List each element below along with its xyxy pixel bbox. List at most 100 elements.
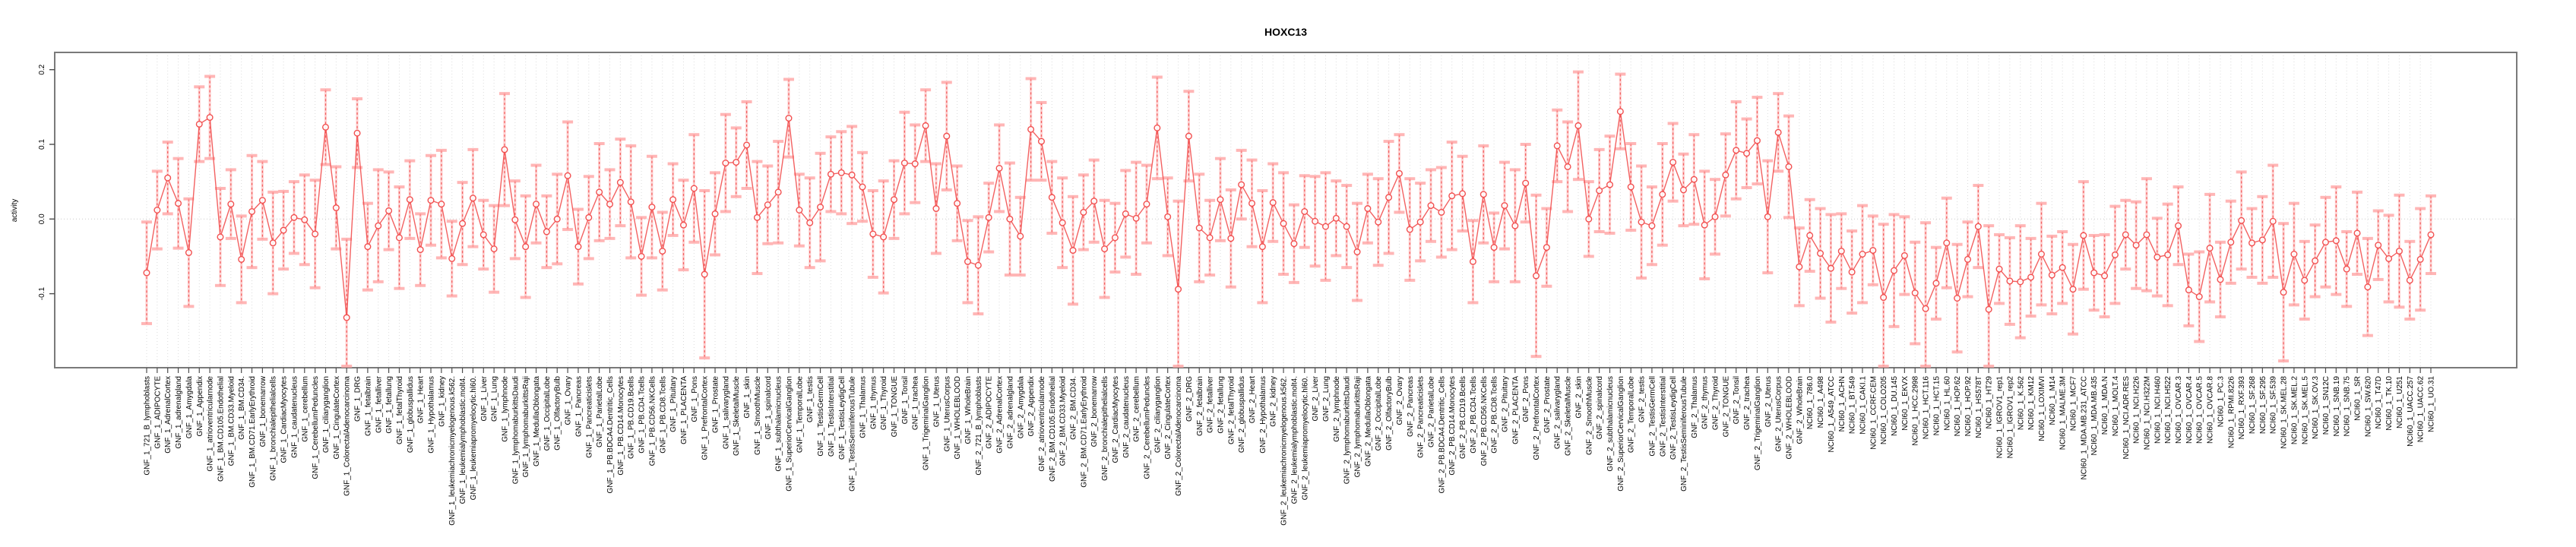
data-point [753,213,761,221]
data-point [1490,244,1498,251]
data-point [206,114,214,122]
data-point [2238,217,2245,224]
x-tick-label: GNF_2_spinalcord [1596,376,1604,439]
data-point [711,210,719,217]
x-tick-label: GNF_1_721_B_lymphoblasts [144,376,152,476]
x-tick-label: GNF_1_lymphnode [501,376,509,442]
x-tick-label: NCI60_1_HCT.116 [1923,376,1931,440]
x-tick-label: GNF_2_kidney [1270,376,1278,427]
x-tick-label: GNF_1_skin [743,376,752,419]
data-point [490,245,498,253]
x-tick-label: GNF_1_Thalamus [859,376,867,438]
data-point [932,205,940,213]
data-point [1943,239,1951,247]
data-point [648,204,656,211]
x-tick-label: GNF_2_testis [1638,376,1647,422]
data-point [164,174,172,182]
data-point [448,255,456,262]
x-tick-label: NCI60_1_UACC.62 [2417,376,2426,443]
x-tick-label: GNF_2_ColorectalAdenocarcinoma [1175,376,1183,496]
data-point [143,269,150,277]
x-tick-label: GNF_1_WholeBrain [964,376,973,444]
data-point [364,243,372,251]
x-tick-label: GNF_1_Hypothalamus [428,376,436,454]
data-point [585,213,593,221]
x-tick-label: GNF_2_DRG [1185,376,1194,422]
x-tick-label: GNF_2_BM.CD34. [1070,376,1078,440]
x-tick-label: GNF_1_PB.BDCA4.Dentritic_Cells [606,376,615,494]
data-point [2290,251,2298,258]
data-point [1743,150,1751,157]
data-point [1701,221,1708,229]
data-point [1722,171,1729,179]
x-tick-label: GNF_1_TestisInterstitial [828,376,836,457]
data-point [837,169,845,176]
x-axis: GNF_1_721_B_lymphoblasts GNF_1_ADIPOCYTE G… [144,368,2436,526]
x-tick-label: GNF_1_OlfactoryBulb [554,376,562,451]
data-point [627,198,635,206]
x-tick-label: NCI60_1_M14 [2049,376,2057,425]
x-tick-label: NCI60_1_HCC.2998 [1912,376,1920,446]
x-tick-label: GNF_2_Pons [1522,376,1530,422]
x-tick-label: GNF_2_Tonsil [1733,376,1741,424]
gridlines [146,52,2432,368]
x-tick-label: GNF_2_adrenalgland [1006,376,1014,449]
data-point [1238,181,1245,188]
x-tick-label: GNF_2_leukemiapromyelocytic.hl60. [1301,376,1309,500]
data-point [1353,248,1361,256]
data-point [690,185,698,192]
x-tick-label: NCI60_1_SF.539 [2270,376,2278,435]
x-tick-label: GNF_1_bronchialepithelialcells [270,376,278,481]
data-point [1332,214,1340,222]
data-point [1911,289,1919,297]
x-tick-label: GNF_1_caudatenucleus [290,376,299,458]
x-tick-label: NCI60_1_A498 [1817,376,1825,428]
x-tick-label: NCI60_1_SN12C [2322,376,2331,435]
data-point [1533,272,1540,280]
x-tick-label: GNF_2_leukemialymphoblastic.molt4. [1290,376,1299,504]
x-tick-label: NCI60_1_SW.620 [2364,376,2372,437]
data-point [2101,272,2109,280]
x-tick-label: GNF_1_TrigeminalGanglion [922,376,931,470]
data-point [1312,217,1319,225]
x-tick-label: GNF_1_TemporalLobe [796,376,804,454]
data-point [848,171,856,179]
x-tick-label: NCI60_1_SR [2354,376,2362,421]
data-point [1143,201,1150,208]
x-tick-label: GNF_2_TestisSeminiferousTubule [1680,376,1688,492]
data-point [1343,223,1350,230]
data-point [1227,235,1235,242]
data-point [2069,286,2077,293]
data-point [459,220,467,227]
data-point [817,204,824,211]
x-tick-label: NCI60_1_HL.60 [1943,376,1951,431]
data-point [153,207,161,214]
data-point [1796,263,1803,270]
data-point [1037,138,1045,145]
x-tick-label: GNF_1_ColorectalAdenocarcinoma [343,376,352,496]
data-point [343,314,350,321]
x-tick-label: GNF_1_fetalliver [375,375,383,433]
y-axis-label: activity [11,199,19,223]
x-tick-label: NCI60_1_IGROV1_rep1 [1996,376,2005,459]
data-point [679,221,687,229]
data-point [1416,218,1424,226]
x-tick-label: GNF_1_ciliaryganglion [322,376,331,453]
data-point [1195,224,1203,232]
data-point [1290,240,1298,248]
data-point [1932,280,1940,287]
data-point [1375,218,1382,226]
x-tick-label: GNF_2_CerebellumPeduncles [1143,376,1151,479]
data-point [1059,219,1066,226]
data-point [1859,251,1866,258]
data-point [1606,181,1614,188]
data-point [1891,267,1898,274]
data-point [2006,277,2014,285]
data-point [1027,125,1035,133]
data-point [995,164,1003,172]
data-point [1837,248,1845,255]
x-tick-label: GNF_1_lymphomaburkittsRaji [522,376,530,477]
data-point [1501,202,1508,210]
data-point [2301,277,2309,284]
data-point [891,196,898,204]
